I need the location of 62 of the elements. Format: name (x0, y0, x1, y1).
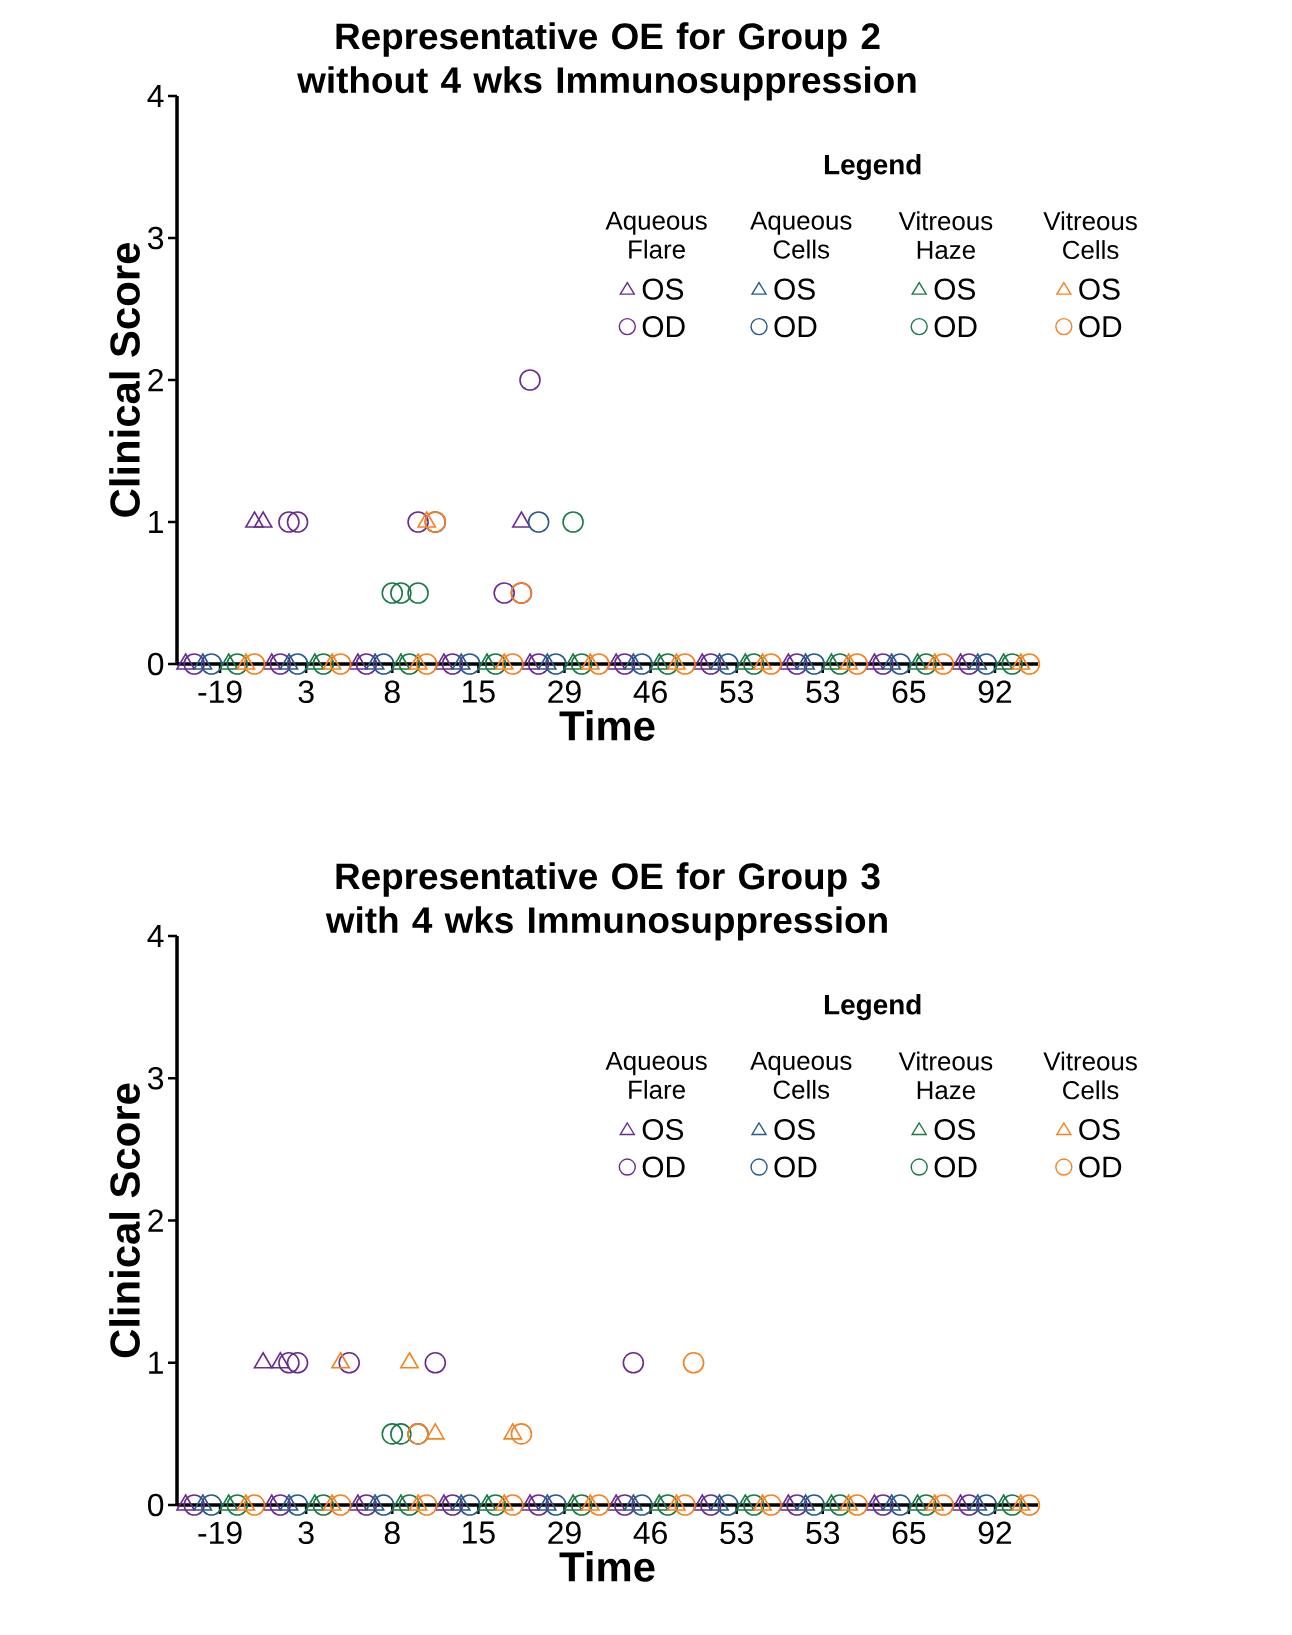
legend-label: OS (774, 278, 815, 300)
y-tick-label: 3 (147, 226, 164, 250)
legend-label: OD (1079, 316, 1122, 338)
annotation: Aqueous Flare (605, 211, 707, 259)
x-tick-label: 46 (633, 1521, 667, 1545)
y-tick-label: 2 (148, 1209, 163, 1232)
x-tick-label: 8 (384, 1521, 400, 1545)
x-axis-title: Time (559, 1550, 655, 1582)
x-tick-label: 46 (633, 680, 667, 704)
x-tick-label: 53 (720, 680, 753, 704)
annotation: Aqueous Cells (750, 211, 852, 259)
x-tick-label: 29 (548, 680, 581, 704)
legend-label: OD (934, 1156, 977, 1178)
y-axis-title: Clinical Score (109, 1083, 140, 1358)
x-tick-label: 3 (298, 680, 314, 704)
y-tick-label: 1 (149, 511, 163, 533)
chart-title: Representative OE for Group 2 without 4 wks Immunosuppression (297, 22, 916, 101)
x-tick-label: 3 (298, 1521, 314, 1545)
x-axis-title: Time (559, 709, 655, 741)
x-tick-label: -19 (198, 680, 242, 704)
legend-label: OD (642, 1156, 685, 1178)
legend-label: OD (642, 316, 685, 338)
legend-label: OD (774, 316, 817, 338)
x-tick-label: 15 (463, 1521, 495, 1544)
legend-label: OS (642, 1118, 684, 1141)
chart-title: Representative OE for Group 3 with 4 wks Immunosuppression (325, 862, 887, 941)
x-tick-label: 53 (806, 1521, 840, 1545)
legend-label: OS (1079, 278, 1120, 300)
legend-label: OS (1079, 1118, 1120, 1141)
text: Vitreous Cells (1043, 211, 1137, 260)
x-tick-label: 29 (548, 1521, 581, 1545)
y-tick-label: 3 (147, 1066, 164, 1090)
legend-label: OD (934, 316, 977, 338)
legend-title: Legend (824, 994, 921, 1021)
annotation: Aqueous Flare (605, 1051, 707, 1099)
y-tick-label: 4 (147, 85, 164, 107)
legend-label: OS (774, 1118, 815, 1141)
text: Vitreous Cells (1043, 1051, 1137, 1100)
x-tick-label: 92 (978, 1521, 1012, 1545)
annotation: Aqueous Cells (750, 1051, 852, 1099)
y-tick-label: 4 (147, 925, 164, 947)
annotation: Vitreous Haze (898, 211, 993, 260)
x-tick-label: 53 (720, 1521, 753, 1545)
y-tick-label: 2 (148, 368, 163, 392)
legend-label: OD (774, 1156, 817, 1178)
annotation: Vitreous Haze (898, 1051, 993, 1100)
x-tick-label: 15 (463, 680, 495, 703)
y-tick-label: 0 (148, 1493, 164, 1517)
x-tick-label: 92 (978, 680, 1012, 704)
x-tick-label: 8 (384, 680, 400, 704)
x-tick-label: 53 (806, 680, 840, 704)
legend-label: OS (642, 278, 684, 300)
y-tick-label: 1 (149, 1351, 163, 1374)
legend-label: OD (1079, 1156, 1122, 1178)
y-tick-label: 0 (148, 652, 164, 676)
y-axis-title: Clinical Score (109, 243, 140, 517)
legend-label: OS (934, 1118, 975, 1141)
x-tick-label: -19 (198, 1521, 242, 1545)
legend-label: OS (934, 278, 975, 300)
x-tick-label: 65 (892, 1521, 926, 1545)
legend-title: Legend (824, 153, 921, 181)
x-tick-label: 65 (892, 680, 926, 704)
